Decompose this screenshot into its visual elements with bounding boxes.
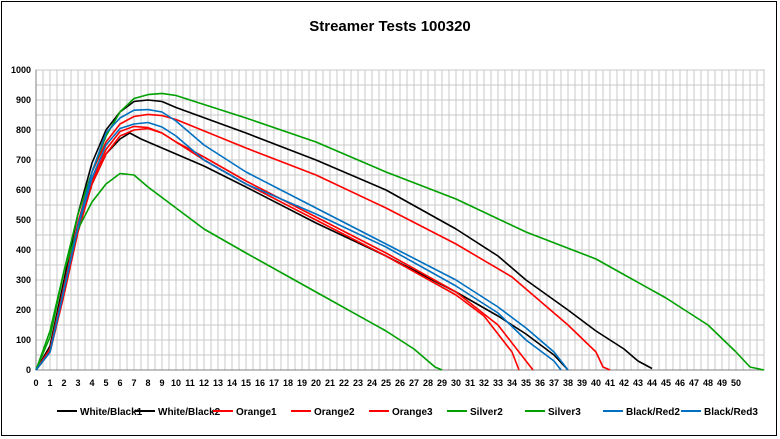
x-tick-label: 36: [535, 378, 545, 388]
chart-title: Streamer Tests 100320: [309, 18, 471, 35]
x-tick-label: 16: [255, 378, 265, 388]
y-tick-label: 800: [16, 125, 31, 135]
y-tick-label: 700: [16, 155, 31, 165]
x-tick-label: 30: [451, 378, 461, 388]
x-tick-label: 0: [33, 378, 38, 388]
series-line-3: [35, 125, 520, 371]
x-tick-label: 38: [563, 378, 573, 388]
x-tick-label: 43: [633, 378, 643, 388]
x-tick-label: 5: [103, 378, 108, 388]
series-line-8: [35, 108, 569, 371]
x-tick-label: 9: [159, 378, 164, 388]
y-tick-label: 500: [16, 215, 31, 225]
x-tick-label: 6: [117, 378, 122, 388]
series-line-1: [35, 99, 653, 371]
x-tick-label: 40: [591, 378, 601, 388]
x-tick-label: 33: [493, 378, 503, 388]
x-tick-label: 10: [171, 378, 181, 388]
y-tick-label: 300: [16, 275, 31, 285]
x-tick-label: 34: [507, 378, 517, 388]
x-tick-label: 21: [325, 378, 335, 388]
x-tick-label: 41: [605, 378, 615, 388]
x-tick-label: 14: [227, 378, 237, 388]
legend-label: Black/Red3: [704, 407, 758, 418]
x-tick-label: 20: [311, 378, 321, 388]
y-axis: 0 100 200 300 400 500 600 700 800 900 1000: [11, 65, 31, 375]
legend-label: Orange3: [392, 407, 433, 418]
x-tick-label: 44: [647, 378, 657, 388]
series-lines: [35, 92, 765, 371]
x-tick-label: 49: [717, 378, 727, 388]
legend-label: Orange2: [314, 407, 355, 418]
x-tick-label: 35: [521, 378, 531, 388]
legend-label: Silver2: [470, 407, 503, 418]
x-tick-label: 4: [89, 378, 94, 388]
x-tick-label: 42: [619, 378, 629, 388]
x-tick-label: 29: [437, 378, 447, 388]
y-tick-label: 0: [26, 365, 31, 375]
y-tick-label: 200: [16, 305, 31, 315]
x-tick-label: 13: [213, 378, 223, 388]
x-tick-label: 3: [75, 378, 80, 388]
x-tick-label: 48: [703, 378, 713, 388]
x-tick-label: 11: [185, 378, 195, 388]
y-tick-label: 100: [16, 335, 31, 345]
x-tick-label: 37: [549, 378, 559, 388]
legend-label: Silver3: [548, 407, 581, 418]
legend: White/Black1 White/Black2 Orange1 Orange2 Or…: [57, 407, 758, 418]
x-axis: 0 1 2 3 4 5 6 7 8 9 10 11 12 13 14 15 16 17 18 19 20 21 22 23 24…: [33, 378, 741, 388]
grid: [35, 69, 765, 371]
legend-label: White/Black1: [80, 407, 143, 418]
x-tick-label: 18: [283, 378, 293, 388]
x-tick-label: 2: [61, 378, 66, 388]
y-tick-label: 600: [16, 185, 31, 195]
y-tick-label: 1000: [11, 65, 31, 75]
x-tick-label: 8: [145, 378, 150, 388]
x-tick-label: 26: [395, 378, 405, 388]
y-tick-label: 900: [16, 95, 31, 105]
legend-label: Orange1: [236, 407, 277, 418]
x-tick-label: 12: [199, 378, 209, 388]
y-tick-label: 400: [16, 245, 31, 255]
x-tick-label: 23: [353, 378, 363, 388]
x-tick-label: 7: [131, 378, 136, 388]
x-tick-label: 22: [339, 378, 349, 388]
series-line-5: [35, 92, 765, 371]
x-tick-label: 27: [409, 378, 419, 388]
series-line-6: [35, 172, 443, 371]
x-tick-label: 31: [465, 378, 475, 388]
x-tick-label: 32: [479, 378, 489, 388]
legend-label: White/Black2: [158, 407, 221, 418]
x-tick-label: 15: [241, 378, 251, 388]
x-tick-label: 45: [661, 378, 671, 388]
x-tick-label: 47: [689, 378, 699, 388]
x-tick-label: 19: [297, 378, 307, 388]
x-tick-label: 28: [423, 378, 433, 388]
legend-label: Black/Red2: [626, 407, 680, 418]
x-tick-label: 17: [269, 378, 279, 388]
x-tick-label: 24: [367, 378, 377, 388]
x-tick-label: 25: [381, 378, 391, 388]
x-tick-label: 1: [47, 378, 52, 388]
x-tick-label: 46: [675, 378, 685, 388]
x-tick-label: 39: [577, 378, 587, 388]
x-tick-label: 50: [731, 378, 741, 388]
